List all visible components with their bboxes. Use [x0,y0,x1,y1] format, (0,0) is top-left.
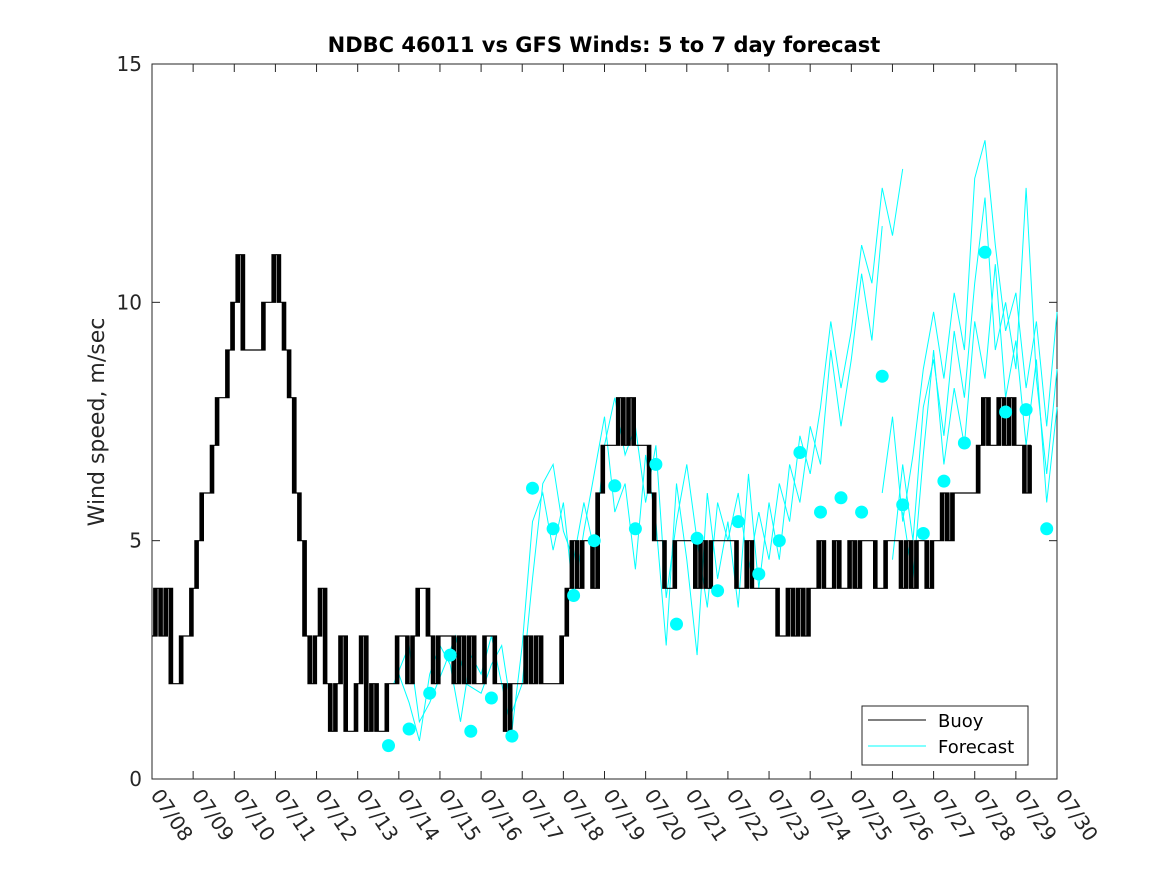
x-tick-label: 07/14 [393,784,445,845]
y-tick-label: 15 [117,52,142,76]
forecast-point [978,245,992,259]
forecast-point [937,474,951,488]
buoy-series-line [152,254,1032,732]
forecast-point [587,534,601,548]
plot-area [151,63,1058,780]
forecast-point [546,522,560,536]
y-axis-label: Wind speed, m/sec [85,318,110,527]
x-tick-label: 07/13 [352,784,404,845]
forecast-point [731,515,745,529]
forecast-series-line [398,226,883,742]
forecast-point [896,498,910,512]
x-tick-label: 07/25 [845,784,897,845]
forecast-series-line [393,168,904,724]
forecast-point [402,722,416,736]
forecast-point [484,691,498,705]
plot-frame [151,63,1058,780]
x-tick-label: 07/26 [886,784,938,845]
forecast-point [670,617,683,631]
x-tick-label: 07/18 [557,784,609,845]
x-tick-label: 07/23 [763,784,815,845]
forecast-point [464,724,478,738]
forecast-points [382,245,1054,753]
x-tick-label: 07/08 [146,784,198,845]
y-tick-label: 10 [117,290,142,314]
forecast-point [752,567,766,581]
x-tick-label: 07/24 [804,784,856,845]
x-tick-label: 07/21 [681,784,733,845]
y-tick-label: 0 [129,767,142,791]
legend: Buoy Forecast [861,705,1029,766]
forecast-series-line [902,264,1058,579]
legend-box [861,705,1029,766]
forecast-series-line [892,187,1058,560]
forecast-point [423,686,437,700]
x-tick-label: 07/16 [475,784,527,845]
x-tick-label: 07/12 [310,784,362,845]
forecast-point [916,527,930,540]
forecast-point [649,457,663,471]
forecast-point [382,739,395,753]
forecast-point [999,405,1013,419]
x-tick-label: 07/27 [927,784,979,845]
forecast-point [443,648,457,662]
legend-forecast-label: Forecast [938,737,1014,758]
forecast-point [772,534,786,548]
y-axis: 0 5 10 15 [117,52,1057,791]
legend-buoy-label: Buoy [938,711,984,732]
forecast-point [1040,522,1054,536]
x-tick-label: 07/30 [1051,784,1103,845]
forecast-point [567,589,581,602]
buoy-line [152,254,1032,732]
x-tick-label: 07/22 [722,784,774,845]
x-tick-label: 07/09 [187,784,239,845]
forecast-point [628,522,642,536]
forecast-series-line [881,140,1058,522]
forecast-point [505,729,519,743]
x-tick-label: 07/20 [639,784,691,845]
forecast-point [690,531,704,545]
x-tick-label: 07/17 [516,784,568,845]
forecast-point [608,479,622,493]
x-tick-label: 07/29 [1010,784,1062,845]
x-tick-label: 07/28 [969,784,1021,845]
forecast-point [957,436,971,450]
x-tick-label: 07/10 [228,784,280,845]
forecast-point [855,505,869,519]
y-tick-label: 5 [129,529,142,553]
forecast-point [793,446,807,459]
x-tick-label: 07/19 [598,784,650,845]
forecast-point [526,481,539,495]
x-tick-label: 07/15 [434,784,486,845]
chart-title: NDBC 46011 vs GFS Winds: 5 to 7 day fore… [328,33,881,57]
forecast-point [814,505,827,519]
forecast-point [711,584,725,598]
forecast-point [875,369,889,383]
forecast-point [1019,403,1033,417]
forecast-lines [393,140,1058,742]
forecast-point [834,491,848,505]
x-tick-label: 07/11 [269,784,321,845]
